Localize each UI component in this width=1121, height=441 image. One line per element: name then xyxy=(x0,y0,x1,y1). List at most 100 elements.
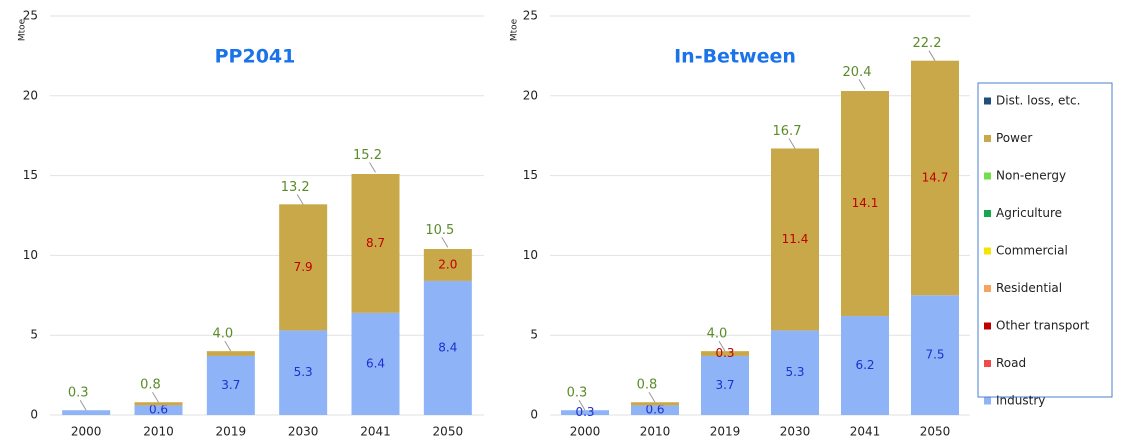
total-label: 20.4 xyxy=(843,65,872,80)
chart-title: In-Between xyxy=(674,46,796,68)
total-label: 0.3 xyxy=(68,386,89,401)
value-label: 3.7 xyxy=(715,378,734,392)
legend-swatch xyxy=(984,360,991,367)
legend-label: Other transport xyxy=(996,319,1090,333)
total-label: 16.7 xyxy=(773,124,802,139)
x-tick-label: 2000 xyxy=(570,425,601,439)
leader-line xyxy=(79,399,87,411)
bar-segment xyxy=(841,91,889,317)
x-tick-label: 2050 xyxy=(920,425,951,439)
y-tick-label: 5 xyxy=(30,328,38,342)
legend-swatch xyxy=(984,210,991,217)
value-label: 11.4 xyxy=(782,232,809,246)
legend-label: Power xyxy=(996,131,1032,145)
bar-segment xyxy=(279,204,328,331)
leader-line xyxy=(578,399,586,411)
leader-line xyxy=(718,340,726,352)
x-tick-label: 2010 xyxy=(640,425,671,439)
legend-label: Industry xyxy=(996,394,1045,408)
value-label: 2.0 xyxy=(438,257,457,271)
total-label: 10.5 xyxy=(425,223,454,238)
bar-segment xyxy=(911,295,959,415)
legend-label: Dist. loss, etc. xyxy=(996,94,1080,108)
leader-line xyxy=(788,138,796,149)
value-label: 0.3 xyxy=(715,346,734,360)
value-label: 6.2 xyxy=(855,358,874,372)
y-tick-label: 5 xyxy=(530,328,538,342)
y-tick-label: 0 xyxy=(530,408,538,422)
value-label: 7.9 xyxy=(294,260,313,274)
leader-line xyxy=(648,391,656,403)
value-label: 5.3 xyxy=(294,365,313,379)
y-tick-label: 15 xyxy=(23,168,38,182)
y-tick-label: 10 xyxy=(23,248,38,262)
total-label: 13.2 xyxy=(281,180,310,195)
total-label: 0.8 xyxy=(637,378,658,393)
value-label: 0.6 xyxy=(645,403,664,417)
leader-line xyxy=(296,194,304,205)
total-label: 0.3 xyxy=(567,386,588,401)
value-label: 8.4 xyxy=(438,340,457,354)
y-tick-label: 25 xyxy=(23,9,38,23)
bar-segment xyxy=(351,312,400,415)
total-label: 4.0 xyxy=(707,327,728,342)
chart-title: PP2041 xyxy=(215,46,296,68)
legend-swatch xyxy=(984,247,991,255)
value-label: 5.3 xyxy=(785,365,804,379)
bar-segment xyxy=(206,355,255,415)
bar-segment xyxy=(911,60,959,296)
y-tick-label: 15 xyxy=(523,168,538,182)
legend-label: Agriculture xyxy=(996,206,1062,220)
bar-segment xyxy=(62,410,111,415)
leader-line xyxy=(369,162,376,173)
bar-segment xyxy=(701,351,749,356)
value-label: 6.4 xyxy=(366,356,385,370)
y-axis-label: Mtoe xyxy=(18,18,28,41)
x-tick-label: 2041 xyxy=(850,425,881,439)
x-tick-label: 2030 xyxy=(288,425,319,439)
bar-segment xyxy=(351,174,400,313)
legend-swatch xyxy=(984,135,991,142)
legend-label: Residential xyxy=(996,281,1062,295)
x-tick-label: 2000 xyxy=(71,425,102,439)
x-tick-label: 2030 xyxy=(780,425,811,439)
legend-swatch xyxy=(984,172,991,180)
value-label: 0.3 xyxy=(575,405,594,419)
y-tick-label: 20 xyxy=(23,88,38,102)
legend-box xyxy=(977,82,1113,398)
x-tick-label: 2019 xyxy=(216,425,247,439)
bar-segment xyxy=(279,330,328,415)
legend-swatch xyxy=(984,322,991,330)
bar-segment xyxy=(561,410,609,415)
value-label: 3.7 xyxy=(221,378,240,392)
leader-line xyxy=(152,391,159,403)
bar-segment xyxy=(771,148,819,331)
bar-segment xyxy=(423,280,472,415)
x-tick-label: 2019 xyxy=(710,425,741,439)
total-label: 15.2 xyxy=(353,148,382,163)
legend-label: Road xyxy=(996,356,1026,370)
value-label: 14.7 xyxy=(922,170,949,184)
bar-segment xyxy=(701,355,749,415)
leader-line xyxy=(858,79,866,90)
total-label: 22.2 xyxy=(913,36,942,51)
legend-swatch xyxy=(984,285,991,292)
bar-segment xyxy=(631,405,679,415)
bar-segment xyxy=(206,351,255,356)
y-tick-label: 0 xyxy=(30,408,38,422)
x-tick-label: 2050 xyxy=(433,425,464,439)
y-axis-label: Mtoe xyxy=(510,18,520,41)
legend-swatch xyxy=(984,97,991,105)
y-tick-label: 25 xyxy=(523,9,538,23)
bar-segment xyxy=(841,316,889,415)
value-label: 7.5 xyxy=(925,348,944,362)
x-tick-label: 2010 xyxy=(143,425,174,439)
value-label: 14.1 xyxy=(852,196,879,210)
y-tick-label: 20 xyxy=(523,88,538,102)
value-label: 8.7 xyxy=(366,236,385,250)
legend-swatch xyxy=(984,397,991,405)
bar-segment xyxy=(423,249,472,281)
legend-label: Commercial xyxy=(996,244,1068,258)
x-tick-label: 2041 xyxy=(360,425,391,439)
